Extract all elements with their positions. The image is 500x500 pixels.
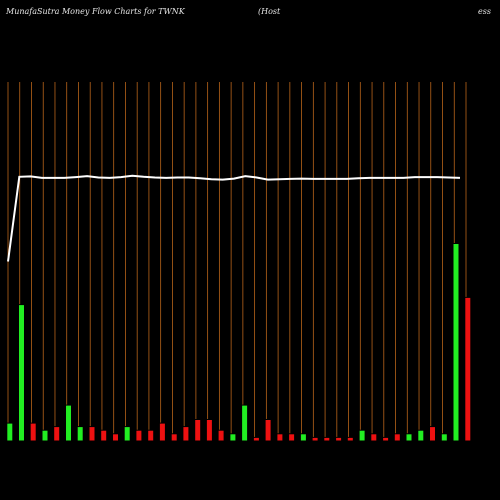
money-flow-bar [170,433,178,442]
money-flow-bar [311,436,319,442]
money-flow-bar [288,433,296,442]
money-flow-bar [18,304,25,442]
money-flow-bar [452,243,460,442]
money-flow-bar [264,419,272,442]
money-flow-bar [405,433,413,442]
money-flow-bar [229,433,237,442]
bar-series [6,243,472,442]
money-flow-bar [370,433,378,442]
money-flow-bar [323,436,331,442]
money-flow-bar [135,429,143,442]
money-flow-bar [241,404,249,442]
chart-title: MunafaSutra Money Flow Charts for TWNK [6,7,185,16]
money-flow-bar [393,433,401,442]
money-flow-bar [123,426,131,442]
money-flow-bar [65,404,72,442]
money-flow-bar [41,429,49,442]
company-name: (Host [258,7,281,16]
money-flow-bar [205,419,213,442]
company-name-tail: ess [478,7,491,16]
money-flow-bar [346,436,354,442]
money-flow-bar [464,296,472,442]
money-flow-bar [100,429,108,442]
money-flow-bar [182,426,190,442]
money-flow-bar [6,422,14,442]
money-flow-bar [88,426,96,442]
money-flow-bar [299,433,307,442]
money-flow-bar [276,433,284,442]
money-flow-bar [194,419,202,442]
money-flow-bar [217,429,225,442]
money-flow-bar [29,422,37,442]
money-flow-bar [53,426,61,442]
money-flow-bar [417,429,425,442]
money-flow-bar [382,436,390,442]
money-flow-bar [358,429,366,442]
money-flow-bar [76,426,84,442]
money-flow-bar [112,433,119,442]
money-flow-line [7,174,461,262]
money-flow-bar [440,433,448,442]
money-flow-bar [335,436,343,442]
money-flow-bar [147,429,155,442]
money-flow-bar [158,422,166,442]
money-flow-bar [429,426,436,442]
money-flow-bar [252,436,260,442]
